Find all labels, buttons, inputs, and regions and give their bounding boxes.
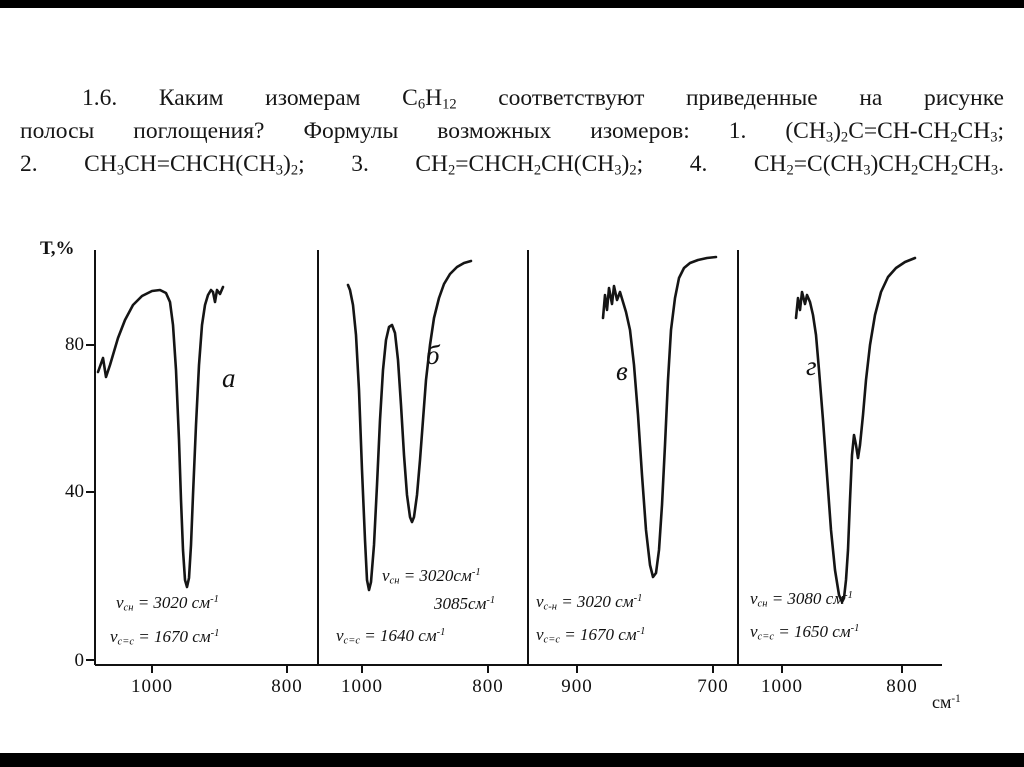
- y-tick-label-0: 0: [74, 650, 85, 671]
- x-tick-label: 800: [271, 676, 303, 697]
- problem-text-line-1: 1.6. Каким изомерам С6Н12 соответствуют …: [82, 85, 1004, 113]
- y-tick-label-40: 40: [65, 481, 84, 502]
- problem-text-line-3: 2. СН3СН=СНСН(СН3)2; 3. СН2=СНСН2СН(СН3)…: [20, 151, 1004, 179]
- x-tick-label: 1000: [341, 676, 383, 697]
- annotation-g-nu-ch: νсн = 3080 см-1: [750, 589, 853, 610]
- spectrum-curve-v: [601, 255, 718, 579]
- panel-label-b: б: [426, 340, 440, 370]
- x-tick-label: 800: [886, 676, 918, 697]
- annotation-g-nu-cc: νс=с = 1650 см-1: [750, 622, 860, 643]
- ir-spectra-figure: Т,% 80 40 0 1000 800 1000 800 900 700 10…: [30, 230, 990, 730]
- spectrum-curve-b: [346, 259, 473, 592]
- x-tick-label: 900: [561, 676, 593, 697]
- spectrum-curve-g: [794, 256, 917, 604]
- x-tick-label: 1000: [131, 676, 173, 697]
- top-border-bar: [0, 0, 1024, 8]
- annotation-b-nu-cc: νс=с = 1640 см-1: [336, 626, 446, 647]
- annotation-v-nu-ch: νс-н = 3020 см-1: [536, 592, 643, 613]
- annotation-b-nu-ch2: 3085см-1: [434, 594, 496, 613]
- problem-text-line-2: полосы поглощения? Формулы возможных изо…: [20, 118, 1004, 146]
- x-axis-ticks: [151, 665, 903, 673]
- x-tick-label: 1000: [761, 676, 803, 697]
- annotation-b-nu-ch: νсн = 3020см-1: [382, 566, 481, 587]
- panel-label-g: г: [806, 351, 817, 381]
- y-tick-label-80: 80: [65, 334, 84, 355]
- problem-text: 1.6. Каким изомерам С6Н12 соответствуют …: [20, 82, 1004, 181]
- y-axis-ticks: [86, 344, 95, 661]
- x-tick-label: 700: [697, 676, 729, 697]
- panel-label-a: а: [222, 363, 236, 393]
- y-axis-title: Т,%: [40, 238, 75, 259]
- annotation-v-nu-cc: νс=с = 1670 см-1: [536, 625, 646, 646]
- annotation-a-nu-ch: νсн = 3020 см-1: [116, 593, 219, 614]
- x-axis-unit: см-1: [932, 692, 961, 712]
- spectra-plot: [86, 250, 942, 673]
- spectrum-curve-a: [96, 285, 225, 589]
- x-tick-label: 800: [472, 676, 504, 697]
- bottom-border-bar: [0, 753, 1024, 767]
- annotation-a-nu-cc: νс=с = 1670 см-1: [110, 627, 220, 648]
- panel-label-v: в: [616, 356, 628, 386]
